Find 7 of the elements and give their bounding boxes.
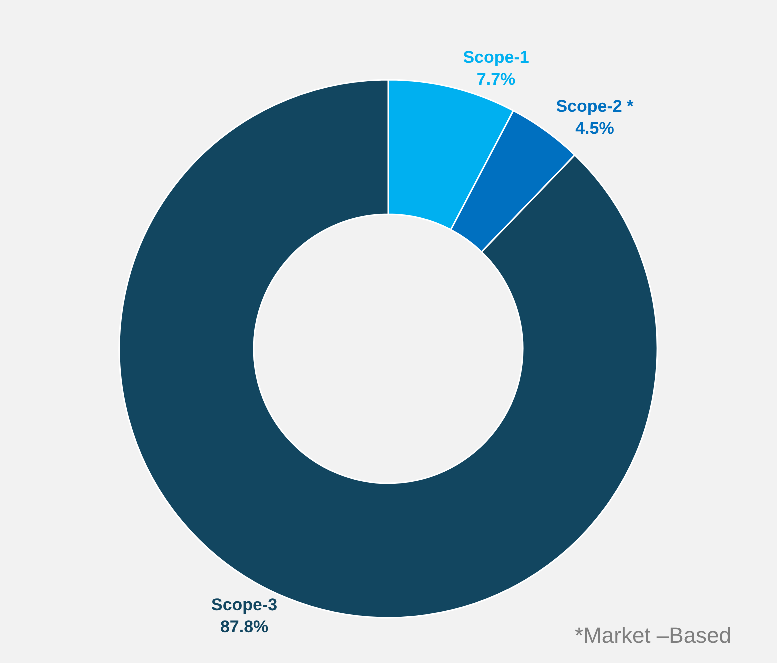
slice-label: Scope-3	[211, 596, 278, 615]
data-label: 87.8%	[220, 618, 269, 637]
data-label: 4.5%	[576, 118, 614, 138]
slice-label: Scope-2 *	[556, 96, 634, 116]
text: *Market –Based	[575, 623, 732, 648]
data-label: 7.7%	[476, 70, 516, 90]
slice-label: Scope-1	[463, 48, 530, 67]
